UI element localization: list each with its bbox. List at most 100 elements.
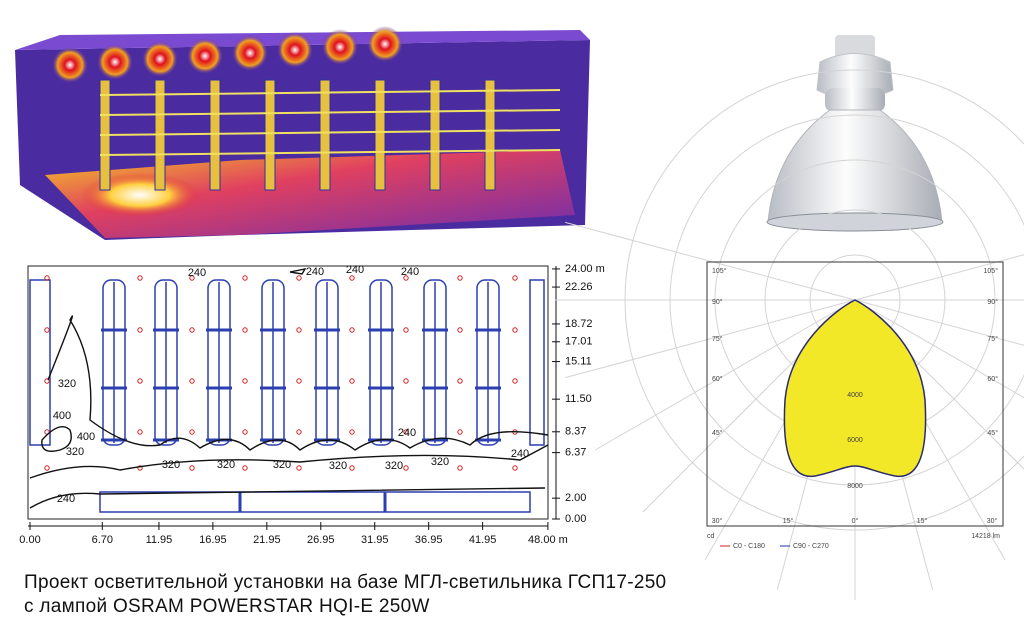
bottom-angle-label: 30° (987, 517, 998, 525)
luminaire (242, 327, 248, 333)
luminaire (512, 465, 518, 471)
shelf-bar (99, 89, 561, 96)
rack (476, 279, 500, 446)
contour-label: 320 (217, 459, 235, 471)
x-tick-label: 16.95 (199, 534, 227, 546)
flux-label: 14218 lm (971, 533, 1000, 540)
polar-ray (565, 299, 856, 379)
polar-ray (854, 299, 1024, 346)
rack (154, 279, 178, 446)
caption: с лампой OSRAM POWERSTAR HQI-E 250W (24, 596, 430, 617)
shelf-bar (99, 109, 561, 116)
shelf (319, 79, 331, 191)
luminaire (137, 275, 143, 281)
legend-label: C90 - C270 (793, 543, 829, 550)
y-tick-label: 11.50 (565, 393, 592, 405)
rack (207, 279, 231, 446)
unit-label: cd (707, 533, 715, 540)
light-spot (322, 29, 358, 65)
x-tick-label: 48.00 m (528, 534, 568, 546)
polar-ray (565, 221, 856, 301)
angle-label: 75° (987, 335, 998, 343)
x-tick-label: 41.95 (469, 534, 497, 546)
luminaire (296, 327, 302, 333)
luminaire (44, 275, 50, 281)
luminaire (44, 378, 50, 384)
contour-label: 240 (401, 266, 419, 278)
contour-label: 320 (162, 459, 180, 471)
radial-label: 4000 (847, 392, 863, 399)
polar-ray (854, 254, 1024, 301)
luminaire (189, 327, 195, 333)
luminaire (296, 429, 302, 435)
y-tick-label: 18.72 (565, 318, 593, 330)
isolux-plan: 0.00 6.70 11.95 16.95 21.95 26.95 31.95 36.95 41… (19, 263, 604, 546)
y-tick-label: 6.37 (565, 447, 586, 459)
angle-label: 90° (987, 298, 998, 306)
luminaire (403, 465, 409, 471)
rack (99, 491, 531, 513)
light-spot (52, 47, 88, 83)
light-spot (97, 44, 133, 80)
y-tick-label: 24.00 m (565, 263, 605, 275)
caption: Проект осветительной установки на базе М… (24, 572, 667, 593)
rack (102, 279, 126, 446)
lamp-photo (766, 35, 944, 232)
light-spot (277, 32, 313, 68)
luminaire (242, 275, 248, 281)
light-spot (187, 38, 223, 74)
luminaire (349, 378, 355, 384)
luminaire (403, 327, 409, 333)
y-tick-label: 2.00 (565, 492, 586, 504)
bottom-angle-label: 15° (783, 517, 794, 525)
angle-label: 105° (984, 267, 999, 275)
luminaire (296, 465, 302, 471)
rack (261, 279, 285, 446)
rack (369, 279, 393, 446)
y-tick-label: 0.00 (565, 513, 586, 525)
shelf (374, 79, 386, 191)
shelf-bar (99, 129, 561, 136)
polar-ray (854, 299, 1024, 399)
legend-label: C0 - C180 (733, 543, 765, 550)
contour-label: 240 (57, 493, 75, 505)
y-tick-label: 17.01 (565, 336, 593, 348)
contour-label: 240 (511, 448, 529, 460)
luminaire (296, 378, 302, 384)
luminaire (44, 465, 50, 471)
x-tick-label: 36.95 (415, 534, 443, 546)
angle-label: 90° (712, 298, 723, 306)
luminaire (512, 378, 518, 384)
luminaire (349, 275, 355, 281)
contour-label: 320 (58, 378, 76, 390)
luminaire (296, 275, 302, 281)
bottom-angle-label: 15° (917, 517, 928, 525)
luminaire (189, 378, 195, 384)
x-tick-label: 11.95 (146, 534, 173, 546)
luminaire (457, 275, 463, 281)
rack (29, 279, 51, 446)
luminaire (457, 378, 463, 384)
contour-label: 320 (329, 460, 347, 472)
shelf (209, 79, 221, 191)
contour-label: 240 (188, 267, 206, 279)
luminaire (403, 275, 409, 281)
contour-label: 240 (398, 427, 416, 439)
angle-label: 45° (987, 429, 998, 437)
y-tick-label: 22.26 (565, 281, 593, 293)
angle-label: 45° (712, 429, 723, 437)
polar-diagram: 105° 105° 90° 90° 75° 75° 60° 60° 45° 45° 30° 15° 0°… (555, 69, 1024, 600)
shelf (264, 79, 276, 191)
luminaire (242, 378, 248, 384)
y-tick-label: 15.11 (565, 355, 592, 367)
contour-label: 320 (385, 460, 403, 472)
luminaire (457, 327, 463, 333)
luminaire (349, 465, 355, 471)
y-tick-label: 8.37 (565, 426, 586, 438)
angle-label: 60° (712, 375, 723, 383)
luminaire (403, 378, 409, 384)
contour-label: 320 (431, 456, 449, 468)
x-tick-label: 0.00 (19, 534, 40, 546)
